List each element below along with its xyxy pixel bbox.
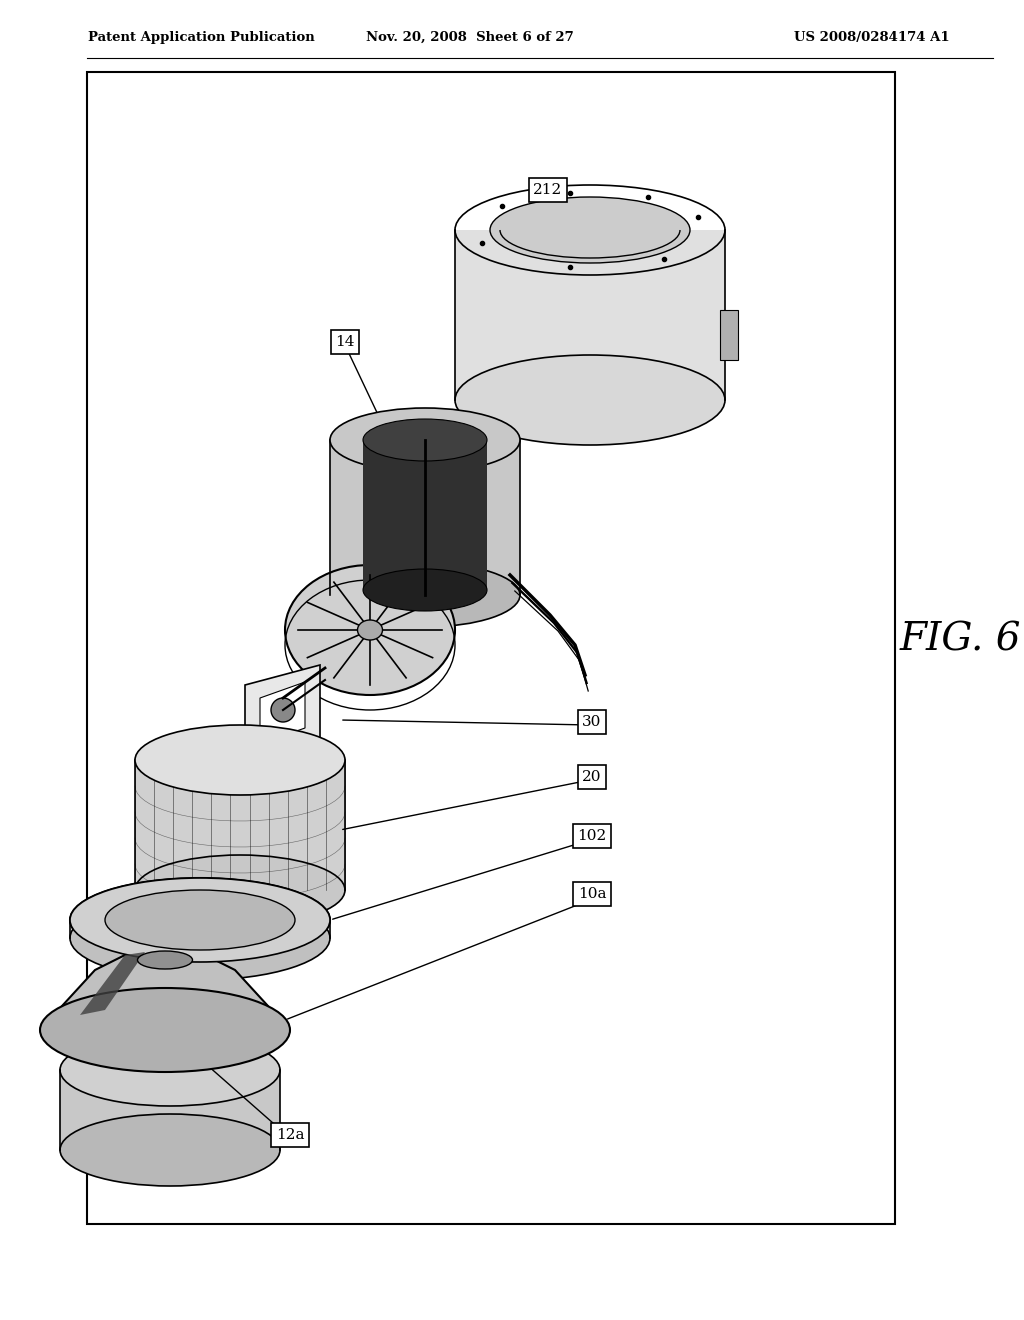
Ellipse shape <box>135 855 345 925</box>
Ellipse shape <box>362 418 487 461</box>
Bar <box>720 310 738 360</box>
Text: 30: 30 <box>583 715 602 729</box>
Bar <box>455 230 725 400</box>
Polygon shape <box>260 682 305 744</box>
Ellipse shape <box>105 890 295 950</box>
Text: Patent Application Publication: Patent Application Publication <box>88 30 314 44</box>
Text: 14: 14 <box>335 335 354 348</box>
Circle shape <box>271 698 295 722</box>
Ellipse shape <box>40 987 290 1072</box>
Ellipse shape <box>105 890 295 950</box>
Ellipse shape <box>135 725 345 795</box>
Bar <box>60 1071 280 1150</box>
Bar <box>362 440 487 590</box>
Ellipse shape <box>285 565 455 696</box>
Ellipse shape <box>330 564 520 627</box>
Bar <box>135 760 345 890</box>
Text: 20: 20 <box>583 770 602 784</box>
Polygon shape <box>40 950 290 1030</box>
Text: 102: 102 <box>578 829 606 843</box>
Ellipse shape <box>357 620 383 640</box>
Text: 12a: 12a <box>275 1129 304 1142</box>
Ellipse shape <box>137 950 193 969</box>
Text: Nov. 20, 2008  Sheet 6 of 27: Nov. 20, 2008 Sheet 6 of 27 <box>367 30 573 44</box>
Ellipse shape <box>362 569 487 611</box>
Polygon shape <box>245 665 319 760</box>
Text: US 2008/0284174 A1: US 2008/0284174 A1 <box>795 30 950 44</box>
Text: FIG. 6: FIG. 6 <box>899 622 1021 659</box>
Ellipse shape <box>70 896 330 979</box>
Ellipse shape <box>455 355 725 445</box>
Ellipse shape <box>70 878 330 962</box>
Polygon shape <box>80 952 145 1015</box>
Ellipse shape <box>60 1114 280 1185</box>
Ellipse shape <box>70 878 330 962</box>
Text: 212: 212 <box>534 183 562 197</box>
Text: 10a: 10a <box>578 887 606 902</box>
Ellipse shape <box>60 1034 280 1106</box>
Bar <box>87 73 895 1224</box>
Ellipse shape <box>330 408 520 473</box>
Ellipse shape <box>490 197 690 263</box>
Bar <box>330 440 520 595</box>
